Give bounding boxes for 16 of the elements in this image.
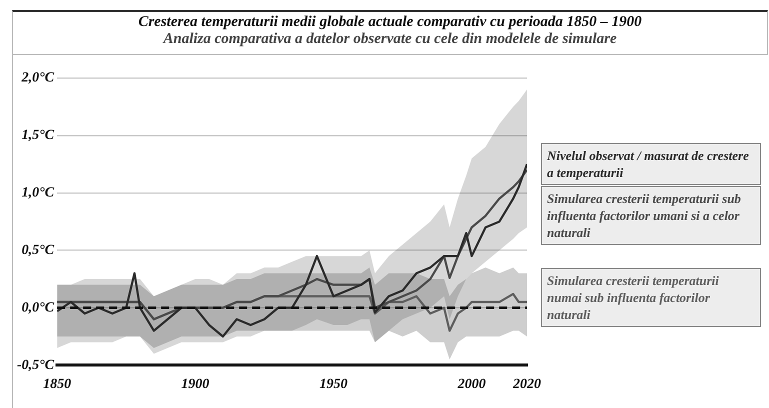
series-label: Nivelul observat / masurat de crestere a temperaturii [541, 143, 761, 185]
x-tick-label: 1850 [43, 377, 72, 392]
y-tick-label: 0,5°C [22, 242, 55, 258]
y-tick-label: 2,0°C [20, 70, 55, 86]
x-tick-label: 1950 [320, 377, 348, 392]
x-tick-label: 2000 [456, 377, 486, 392]
x-tick-label: 2020 [512, 377, 541, 392]
y-tick-label: 1,5°C [22, 128, 55, 144]
x-tick-label: 1900 [181, 377, 210, 392]
series-label: Simularea cresterii temperaturii numai sub influenta factorilor naturali [541, 268, 761, 327]
y-tick-label: 0,0°C [22, 300, 55, 316]
y-tick-label: -0,5°C [16, 358, 55, 373]
text: Simularea cresterii temperaturii sub influenta factorilor umani si a celor naturali [541, 186, 761, 245]
y-tick-label: 1,0°C [22, 185, 55, 200]
chart-subtitle: Analiza comparativa a datelor observate cu cele din modelele de simulare [162, 31, 618, 48]
chart-title: Cresterea temperaturii medii globale actuale comparativ cu perioada 1850 – 1900 [137, 14, 643, 31]
